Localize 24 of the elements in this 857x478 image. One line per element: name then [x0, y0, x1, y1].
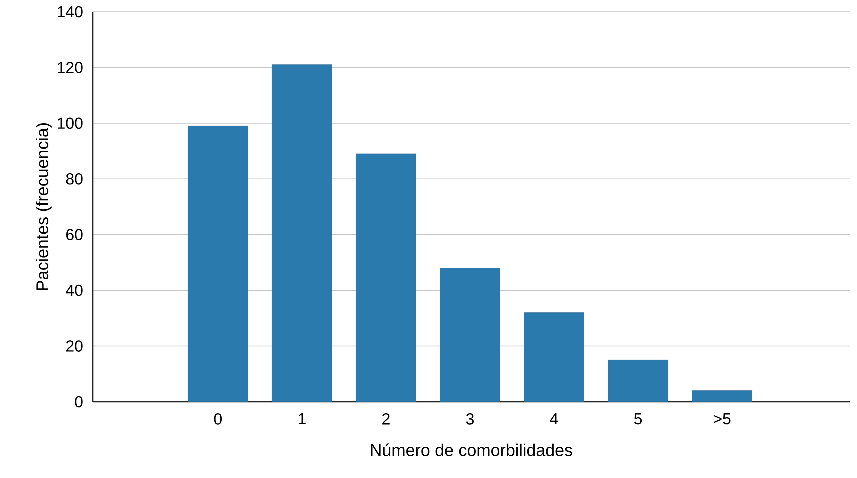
- x-tick-label: 2: [382, 414, 390, 425]
- x-tick-label: 0: [214, 414, 222, 425]
- y-tick-label: 20: [66, 340, 83, 352]
- y-tick-label: 0: [75, 396, 83, 408]
- x-axis-title: Número de comorbilidades: [371, 444, 572, 456]
- x-tick-label: 3: [466, 414, 474, 425]
- bar: [272, 64, 332, 402]
- y-tick-label: 140: [58, 6, 83, 18]
- x-tick-label: >5: [714, 414, 731, 425]
- bar: [188, 126, 248, 402]
- y-tick-label: 40: [66, 284, 83, 296]
- y-tick-label: 80: [66, 173, 83, 185]
- bar: [440, 268, 500, 402]
- x-tick-label: 5: [634, 414, 642, 425]
- bar: [692, 390, 752, 402]
- y-tick-label: 60: [66, 229, 83, 241]
- x-tick-label: 1: [298, 414, 306, 425]
- bar: [356, 154, 416, 402]
- y-tick-label: 100: [58, 118, 83, 130]
- bar: [524, 312, 584, 402]
- y-tick-label: 120: [58, 62, 83, 74]
- x-tick-label: 4: [550, 414, 558, 425]
- bar: [608, 360, 668, 402]
- y-axis-title: Pacientes (frecuencia): [36, 124, 52, 290]
